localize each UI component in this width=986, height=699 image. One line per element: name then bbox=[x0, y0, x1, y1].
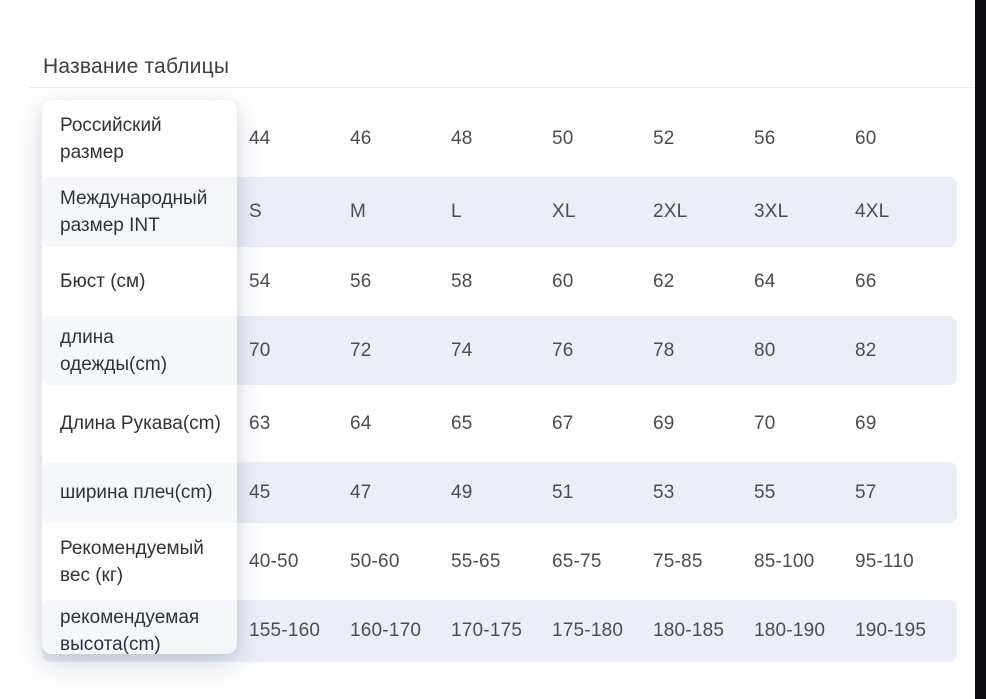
size-table: Российский размер 44 46 48 50 52 56 60 Международ… bbox=[42, 100, 957, 662]
size-value-cell[interactable]: 170-175 bbox=[451, 620, 523, 641]
table-row: Международный размер INT S M L XL 2XL 3XL 4XL bbox=[42, 177, 957, 247]
row-header-cell[interactable]: Российский размер bbox=[60, 114, 162, 163]
size-value-cell[interactable]: 53 bbox=[653, 481, 675, 503]
size-value-cell[interactable]: 55-65 bbox=[451, 550, 501, 572]
table-row: ширина плеч(cm) 45 47 49 51 53 55 57 bbox=[42, 462, 957, 523]
size-value-cell[interactable]: 52 bbox=[653, 127, 675, 149]
table-row: Длина Рукава(cm) 63 64 65 67 69 70 69 bbox=[42, 385, 957, 462]
size-value-cell[interactable]: 44 bbox=[249, 127, 271, 149]
size-value-cell[interactable]: 65 bbox=[451, 412, 473, 434]
size-value-cell[interactable]: 78 bbox=[653, 339, 675, 361]
size-value-cell[interactable]: 190-195 bbox=[855, 620, 927, 641]
size-value-cell[interactable]: 85-100 bbox=[754, 550, 815, 572]
size-value-cell[interactable]: 45 bbox=[249, 481, 271, 503]
table-name-input[interactable]: Название таблицы bbox=[43, 55, 230, 78]
table-row: Российский размер 44 46 48 50 52 56 60 bbox=[42, 100, 957, 177]
size-value-cell[interactable]: 3XL bbox=[754, 201, 789, 222]
size-value-cell[interactable]: 75-85 bbox=[653, 550, 703, 572]
size-value-cell[interactable]: 55 bbox=[754, 481, 776, 503]
size-value-cell[interactable]: 46 bbox=[350, 127, 372, 149]
size-value-cell[interactable]: 57 bbox=[855, 481, 877, 503]
size-value-cell[interactable]: 155-160 bbox=[249, 620, 321, 641]
row-header-cell[interactable]: Международный размер INT bbox=[60, 188, 208, 236]
size-value-cell[interactable]: 95-110 bbox=[855, 550, 914, 572]
table-row: Рекомендуемый вес (кг) 40-50 50-60 55-65 65-7… bbox=[42, 523, 957, 600]
table-row: длина одежды(cm) 70 72 74 76 78 80 82 bbox=[42, 316, 957, 385]
size-value-cell[interactable]: 49 bbox=[451, 481, 473, 503]
size-value-cell[interactable]: 54 bbox=[249, 270, 271, 292]
size-value-cell[interactable]: 56 bbox=[350, 270, 372, 292]
table-row: Бюст (см) 54 56 58 60 62 64 66 bbox=[42, 247, 957, 316]
size-value-cell[interactable]: 80 bbox=[754, 339, 776, 361]
size-value-cell[interactable]: 48 bbox=[451, 127, 473, 149]
screen-edge-bar bbox=[975, 0, 986, 699]
size-value-cell[interactable]: 51 bbox=[552, 481, 574, 503]
size-value-cell[interactable]: 64 bbox=[754, 270, 776, 292]
size-value-cell[interactable]: 50-60 bbox=[350, 550, 400, 572]
size-value-cell[interactable]: 70 bbox=[754, 412, 776, 434]
row-header-cell[interactable]: ширина плеч(cm) bbox=[60, 482, 213, 503]
table-name-underline bbox=[30, 87, 975, 88]
size-value-cell[interactable]: 82 bbox=[855, 339, 877, 361]
size-value-cell[interactable]: 64 bbox=[350, 412, 372, 434]
size-value-cell[interactable]: 180-190 bbox=[754, 620, 826, 641]
size-value-cell[interactable]: M bbox=[350, 201, 367, 222]
size-value-cell[interactable]: XL bbox=[552, 201, 576, 222]
size-value-cell[interactable]: 65-75 bbox=[552, 550, 602, 572]
size-value-cell[interactable]: 60 bbox=[855, 127, 877, 149]
row-header-cell[interactable]: Рекомендуемый вес (кг) bbox=[60, 537, 204, 586]
size-value-cell[interactable]: 4XL bbox=[855, 201, 890, 222]
size-value-cell[interactable]: 74 bbox=[451, 339, 473, 361]
size-value-cell[interactable]: L bbox=[451, 201, 462, 222]
size-value-cell[interactable]: 160-170 bbox=[350, 620, 422, 641]
size-value-cell[interactable]: 76 bbox=[552, 339, 574, 361]
row-header-cell[interactable]: Бюст (см) bbox=[60, 271, 146, 292]
size-value-cell[interactable]: 62 bbox=[653, 270, 675, 292]
size-value-cell[interactable]: 72 bbox=[350, 339, 372, 361]
row-header-cell[interactable]: длина одежды(cm) bbox=[60, 326, 168, 375]
size-value-cell[interactable]: 60 bbox=[552, 270, 574, 292]
size-value-cell[interactable]: 70 bbox=[249, 339, 271, 361]
table-row: рекомендуемая высота(cm) 155-160 160-170 170… bbox=[42, 600, 957, 662]
size-value-cell[interactable]: 50 bbox=[552, 127, 574, 149]
size-value-cell[interactable]: 58 bbox=[451, 270, 473, 292]
size-value-cell[interactable]: 66 bbox=[855, 270, 877, 292]
size-value-cell[interactable]: 40-50 bbox=[249, 550, 299, 572]
size-value-cell[interactable]: 2XL bbox=[653, 201, 688, 222]
size-value-cell[interactable]: 69 bbox=[653, 412, 675, 434]
size-value-cell[interactable]: S bbox=[249, 201, 262, 222]
size-value-cell[interactable]: 63 bbox=[249, 412, 271, 434]
size-value-cell[interactable]: 47 bbox=[350, 481, 372, 503]
size-value-cell[interactable]: 175-180 bbox=[552, 620, 624, 641]
size-value-cell[interactable]: 69 bbox=[855, 412, 877, 434]
row-header-cell[interactable]: Длина Рукава(cm) bbox=[60, 413, 221, 434]
size-value-cell[interactable]: 180-185 bbox=[653, 620, 725, 641]
size-value-cell[interactable]: 56 bbox=[754, 127, 776, 149]
size-value-cell[interactable]: 67 bbox=[552, 412, 574, 434]
row-header-cell[interactable]: рекомендуемая высота(cm) bbox=[60, 607, 200, 655]
